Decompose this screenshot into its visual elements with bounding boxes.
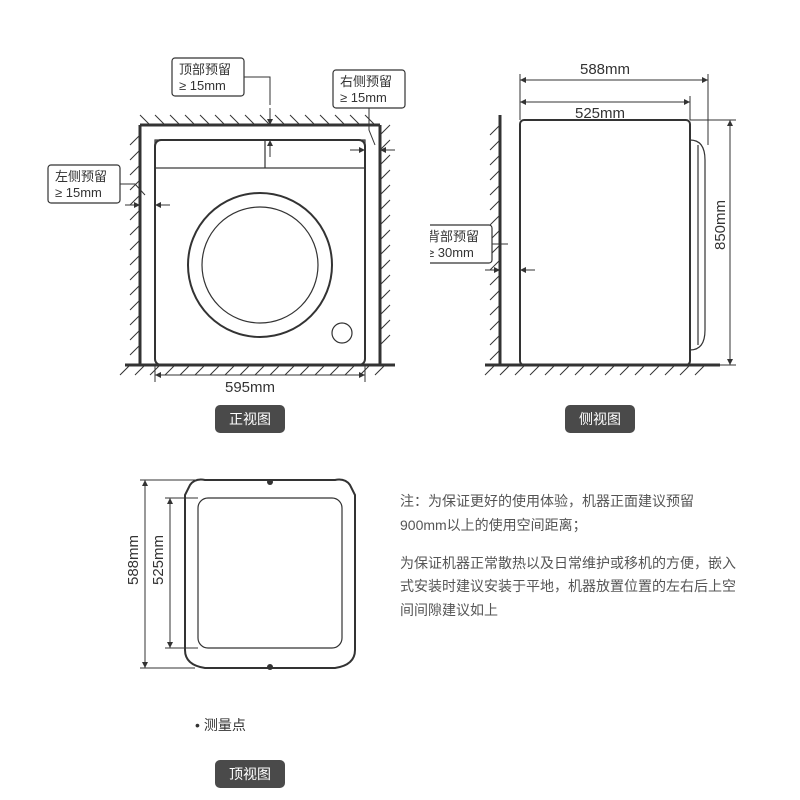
svg-text:≥ 15mm: ≥ 15mm: [340, 90, 387, 105]
side-inner-dim: 525mm: [575, 105, 625, 122]
top-inner-dim: 525mm: [150, 535, 167, 585]
svg-text:右侧预留: 右侧预留: [340, 74, 392, 89]
front-view-diagram: 595mm 顶部预留 ≥ 15mm 右侧预留 ≥ 15mm 左侧预留 ≥ 15m…: [40, 30, 440, 430]
front-width-value: 595mm: [225, 379, 275, 396]
measure-point-label: 测量点: [195, 715, 246, 735]
svg-text:≥ 30mm: ≥ 30mm: [430, 245, 474, 260]
washing-machine-top: [185, 479, 355, 670]
svg-text:左侧预留: 左侧预留: [55, 169, 107, 184]
side-height-value: 850mm: [712, 200, 729, 250]
callout-left-clearance: 左侧预留 ≥ 15mm: [48, 165, 170, 205]
top-view-label: 顶视图: [215, 760, 285, 788]
note-para-2: 为保证机器正常散热以及日常维护或移机的方便，嵌入式安装时建议安装于平地，机器放置…: [400, 552, 740, 623]
washing-machine-front: [155, 140, 365, 365]
side-outer-dim: 588mm: [580, 61, 630, 78]
top-view-diagram: 588mm 525mm: [80, 450, 420, 730]
svg-text:背部预留: 背部预留: [430, 229, 479, 244]
svg-text:顶部预留: 顶部预留: [179, 62, 231, 77]
washing-machine-side: [520, 120, 705, 365]
note-para-1: 注：为保证更好的使用体验，机器正面建议预留900mm以上的使用空间距离；: [400, 490, 740, 538]
top-outer-dim: 588mm: [125, 535, 142, 585]
svg-text:≥ 15mm: ≥ 15mm: [179, 78, 226, 93]
svg-text:≥ 15mm: ≥ 15mm: [55, 185, 102, 200]
front-view-label: 正视图: [215, 405, 285, 433]
callout-right-clearance: 右侧预留 ≥ 15mm: [333, 70, 405, 150]
top-view-dimensions: 588mm 525mm: [125, 480, 198, 668]
side-view-diagram: 588mm 525mm 850mm 背部预留 ≥ 30mm: [430, 30, 770, 430]
side-view-label: 侧视图: [565, 405, 635, 433]
side-height-dimension: 850mm: [690, 120, 736, 365]
side-top-dimensions: 588mm 525mm: [520, 61, 708, 145]
notes-block: 注：为保证更好的使用体验，机器正面建议预留900mm以上的使用空间距离； 为保证…: [400, 490, 740, 637]
callout-top-clearance: 顶部预留 ≥ 15mm: [172, 58, 270, 157]
